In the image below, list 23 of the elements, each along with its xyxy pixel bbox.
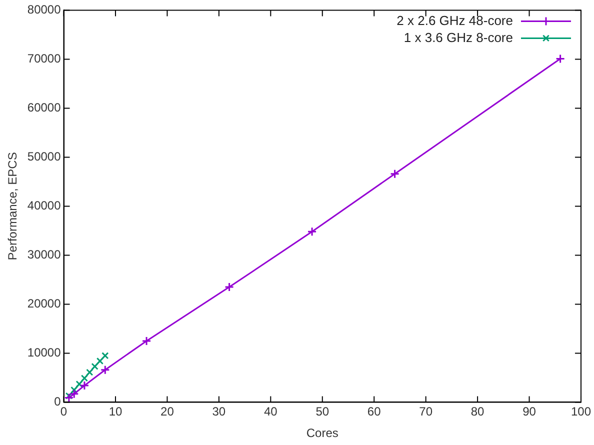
- x-tick-label: 70: [419, 404, 433, 419]
- y-axis-title: Performance, EPCS: [6, 152, 20, 260]
- x-tick-label: 60: [367, 404, 382, 419]
- x-tick-label: 90: [522, 404, 536, 419]
- x-tick-label: 50: [316, 404, 330, 419]
- legend-label: 2 x 2.6 GHz 48-core: [396, 12, 513, 28]
- y-tick-label: 60000: [27, 100, 62, 115]
- y-tick-label: 40000: [27, 198, 62, 213]
- y-tick-label: 10000: [27, 346, 62, 360]
- x-tick-label: 100: [570, 404, 592, 419]
- x-tick-label: 80: [470, 404, 485, 419]
- x-tick-label: 20: [160, 404, 174, 419]
- x-tick-label: 30: [212, 404, 226, 419]
- x-tick-label: 10: [108, 404, 122, 419]
- y-tick-label: 80000: [27, 2, 62, 17]
- y-tick-label: 30000: [27, 248, 62, 262]
- y-tick-label: 0: [54, 394, 62, 409]
- x-tick-label: 40: [264, 404, 278, 419]
- y-tick-label: 20000: [27, 296, 62, 311]
- legend-label: 1 x 3.6 GHz 8-core: [404, 30, 513, 45]
- y-tick-label: 70000: [27, 52, 62, 66]
- y-tick-label: 50000: [27, 150, 62, 164]
- x-axis-title: Cores: [306, 426, 338, 440]
